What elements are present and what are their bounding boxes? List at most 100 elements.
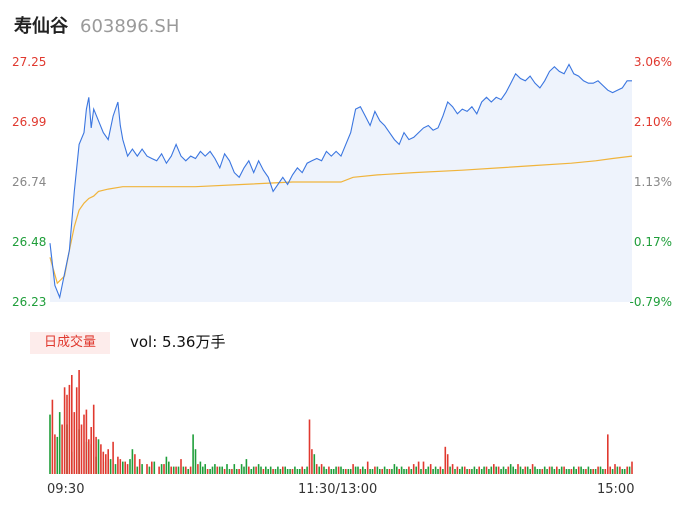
volume-bar-up (80, 424, 83, 474)
volume-bar-down (434, 466, 437, 474)
volume-bar-down (265, 466, 267, 474)
volume-bar-up (75, 387, 78, 474)
volume-bar-down (289, 469, 291, 474)
price-tick-label: 26.23 (12, 295, 47, 309)
volume-bar-up (548, 466, 551, 474)
volume-bar-up (359, 469, 362, 474)
volume-bar-up (517, 464, 519, 474)
volume-bar-down (616, 466, 619, 474)
volume-bar-down (415, 466, 417, 474)
volume-bar-down (235, 469, 238, 474)
volume-bar-down (505, 469, 507, 474)
volume-bar-up (291, 469, 294, 474)
volume-bar-up (206, 469, 209, 474)
volume-bar-down (379, 469, 381, 474)
volume-bar-up (134, 454, 136, 474)
volume-bar-down (260, 466, 262, 474)
volume-bar-down (590, 469, 592, 474)
volume-bar-down (335, 466, 337, 474)
volume-bar-up (105, 454, 107, 474)
volume-bar-down (187, 469, 189, 474)
volume-bar-down (56, 436, 59, 474)
volume-bar-down (405, 469, 408, 474)
volume-bar-up (54, 434, 56, 474)
volume-bar-up (216, 466, 219, 474)
volume-bar-up (102, 451, 105, 474)
volume-bar-down (466, 469, 468, 474)
volume-bar-down (325, 469, 328, 474)
volume-bar-down (599, 466, 602, 474)
volume-bar-up (609, 466, 611, 474)
volume-bar-up (301, 466, 303, 474)
volume-bar-up (604, 469, 607, 474)
volume-bar-down (257, 464, 260, 474)
volume-bar-up (493, 464, 495, 474)
price-area-fill (50, 64, 632, 303)
volume-bar-up (197, 464, 199, 474)
volume-bar-up (282, 466, 284, 474)
volume-bar-down (461, 466, 463, 474)
volume-bar-down (364, 469, 366, 474)
volume-bar-up (272, 469, 274, 474)
volume-bar-down (286, 469, 289, 474)
volume-bar-down (575, 469, 577, 474)
volume-bar-down (332, 469, 335, 474)
volume-bar-down (349, 469, 352, 474)
volume-bar-up (189, 466, 192, 474)
volume-bar-up (456, 466, 459, 474)
volume-bar-up (444, 446, 447, 474)
volume-bar-up (71, 375, 73, 474)
volume-bar-up (51, 399, 54, 474)
volume-bar-up (92, 404, 95, 474)
volume-bar-down (560, 466, 563, 474)
volume-bar-down (526, 466, 529, 474)
volume-bar-down (437, 469, 439, 474)
volume-bar-down (473, 466, 476, 474)
volume-bar-up (238, 469, 240, 474)
volume-bar-down (459, 469, 461, 474)
volume-bar-up (90, 427, 92, 474)
volume-bar-down (543, 466, 546, 474)
volume-bar-up (607, 434, 609, 474)
volume-bar-up (311, 449, 313, 474)
volume-bar-down (114, 464, 117, 474)
volume-bar-down (141, 464, 143, 474)
percent-tick-label: 2.10% (633, 115, 672, 129)
volume-bar-down (192, 434, 194, 474)
volume-bar-down (539, 469, 541, 474)
volume-bar-down (509, 464, 512, 474)
volume-bar-down (393, 464, 396, 474)
volume-bar-down (357, 466, 359, 474)
percent-tick-label: 1.13% (633, 175, 672, 189)
volume-bar-up (126, 464, 129, 474)
volume-bar-down (621, 469, 624, 474)
volume-bar-up (531, 464, 534, 474)
volume-bar-up (78, 370, 80, 474)
volume-bar-down (342, 469, 345, 474)
volume-bar-up (88, 439, 90, 474)
volume-bar-down (369, 469, 371, 474)
volume-bar-up (320, 464, 323, 474)
volume-bar-down (519, 466, 522, 474)
volume-total: vol: 5.36万手 (130, 333, 226, 351)
volume-bar-up (439, 466, 442, 474)
volume-bar-up (61, 424, 63, 474)
volume-bar-up (524, 466, 527, 474)
price-tick-label: 27.25 (12, 55, 47, 69)
volume-bar-down (427, 466, 430, 474)
volume-bar-down (371, 469, 374, 474)
volume-bar-down (442, 469, 444, 474)
volume-bar-down (529, 469, 531, 474)
volume-bar-down (131, 449, 134, 474)
volume-bar-up (85, 409, 88, 474)
volume-bar-up (570, 469, 573, 474)
volume-bar-up (170, 466, 172, 474)
volume-bar-down (500, 469, 502, 474)
volume-bar-down (551, 466, 553, 474)
volume-bar-down (165, 456, 168, 474)
volume-bar-up (262, 469, 265, 474)
volume-bar-down (160, 464, 163, 474)
volume-bar-down (347, 469, 350, 474)
volume-bar-down (129, 459, 131, 474)
volume-bar-up (352, 464, 354, 474)
